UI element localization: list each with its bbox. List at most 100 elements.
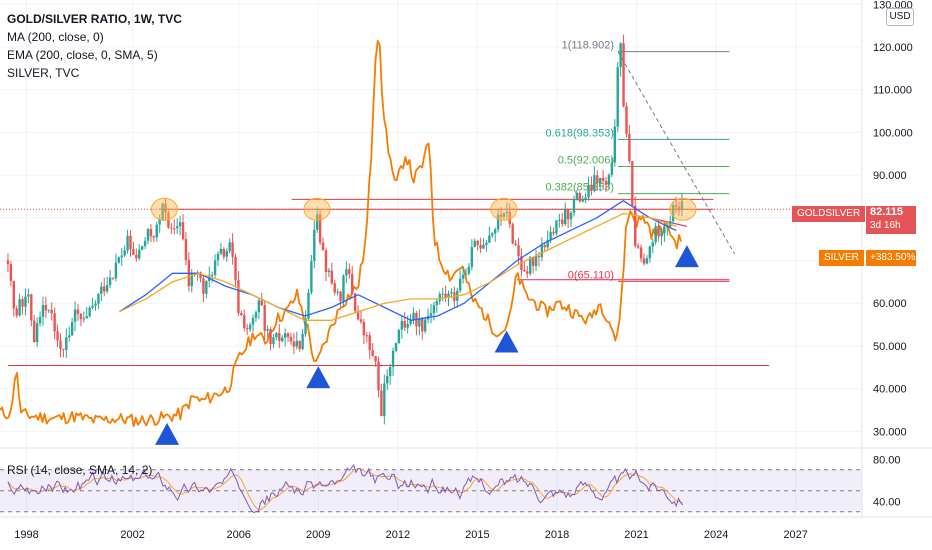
ratio-candle [330,270,334,284]
ratio-candle [222,248,226,257]
fibonacci-levels: 1(118.902)0.618(98.353)0.5(92.006)0.382(… [545,40,730,282]
ratio-candle [30,294,33,321]
support-arrow [155,422,180,445]
ratio-candle [100,286,103,294]
ratio-candle [409,319,412,324]
ratio-candle [225,251,228,257]
ratio-candle [278,332,281,342]
ratio-candle [152,236,156,238]
ratio-candle [94,303,97,306]
rsi-line [7,464,684,514]
ratio-candle [173,228,176,230]
ratio-candle [76,309,80,314]
ratio-candle [245,328,249,330]
ratio-candle [479,244,482,249]
support-arrow [306,366,331,389]
ratio-candle [473,240,476,247]
ratio-candle [447,293,450,298]
ratio-candle [523,269,526,272]
ratio-candle [476,240,479,245]
ratio-candle [657,225,660,237]
ratio-candle [564,209,567,225]
ratio-candle [336,291,339,293]
ratio-candle [33,320,36,343]
ratio-candle [146,229,150,241]
ratio-candle [680,200,684,211]
silver-series [0,40,682,428]
ratio-candle [164,203,167,213]
ratio-candle [429,313,433,316]
ratio-candle [558,219,561,221]
legend-ma[interactable]: MA (200, close, 0) [7,30,104,44]
annotations [150,197,699,445]
ratio-candle [313,229,316,262]
ratio-candle [85,316,88,319]
legend-title[interactable]: GOLD/SILVER RATIO, 1W, TVC [7,12,182,26]
ratio-candle [450,292,453,294]
ratio-candle [114,262,118,279]
ratio-candle [546,239,549,248]
ratio-candle [263,305,266,331]
legend-ema[interactable]: EMA (200, close, 0, SMA, 5) [7,48,158,62]
ratio-candle [572,200,576,213]
ratio-candle [251,318,255,325]
ratio-candle [184,239,188,261]
silver-name-tag: SILVER [819,250,864,266]
ratio-candle [70,321,74,336]
ratio-candle [496,214,500,230]
ratio-candle [505,211,509,214]
ratio-candle [73,309,77,322]
ratio-candle [50,309,53,314]
ratio-candle [219,248,223,254]
fib-label: 0.618(98.353) [545,127,614,139]
ratio-candle [648,246,652,259]
ratio-candle [260,300,263,306]
ratio-candle [403,320,406,328]
ratio-candle [97,293,100,304]
ratio-candle [671,205,675,222]
ratio-candle [432,305,436,314]
ratio-candle [199,272,202,279]
ratio-candle [216,253,220,261]
rsi-legend[interactable]: RSI (14, close, SMA, 14, 2) [7,463,153,477]
ratio-candle [371,350,374,356]
currency-button[interactable]: USD [886,8,914,26]
peak-highlight [490,197,518,221]
ratio-candle [467,266,471,274]
ratio-candle [596,175,599,184]
ratio-candle [170,227,173,229]
x-tick-label: 2027 [783,529,807,541]
goldsilver-price-tag: 82.115 3d 16h [866,206,916,234]
ratio-candle [514,243,517,246]
ratio-candle [639,247,643,259]
support-arrow [494,330,519,353]
ratio-candle [41,304,45,317]
ratio-candle [345,269,348,276]
x-tick-label: 2015 [465,529,489,541]
rsi-tick-label: 40.00 [873,496,901,508]
ratio-candle [482,244,485,249]
ratio-candle [359,319,363,322]
trend-line [617,51,736,255]
x-tick-label: 2006 [226,529,250,541]
ratio-candle [243,315,246,329]
ratio-candle [283,333,287,338]
x-tick-label: 2012 [386,529,410,541]
ratio-candle [508,211,511,225]
ratio-candle [549,231,552,240]
ratio-candle [129,235,132,250]
ratio-candle [423,319,427,332]
ratio-candle [44,304,48,311]
ratio-candle [327,270,331,273]
ratio-candle [368,335,371,351]
legend-overlay[interactable]: SILVER, TVC [7,66,80,80]
ratio-candle [257,300,261,313]
ratio-candle [82,318,86,320]
ratio-candle [418,318,421,327]
ratio-candle [316,214,319,230]
ratio-candle [65,337,68,350]
ratio-candle [321,242,325,251]
ratio-candle [391,350,395,368]
ratio-candle [566,209,570,220]
